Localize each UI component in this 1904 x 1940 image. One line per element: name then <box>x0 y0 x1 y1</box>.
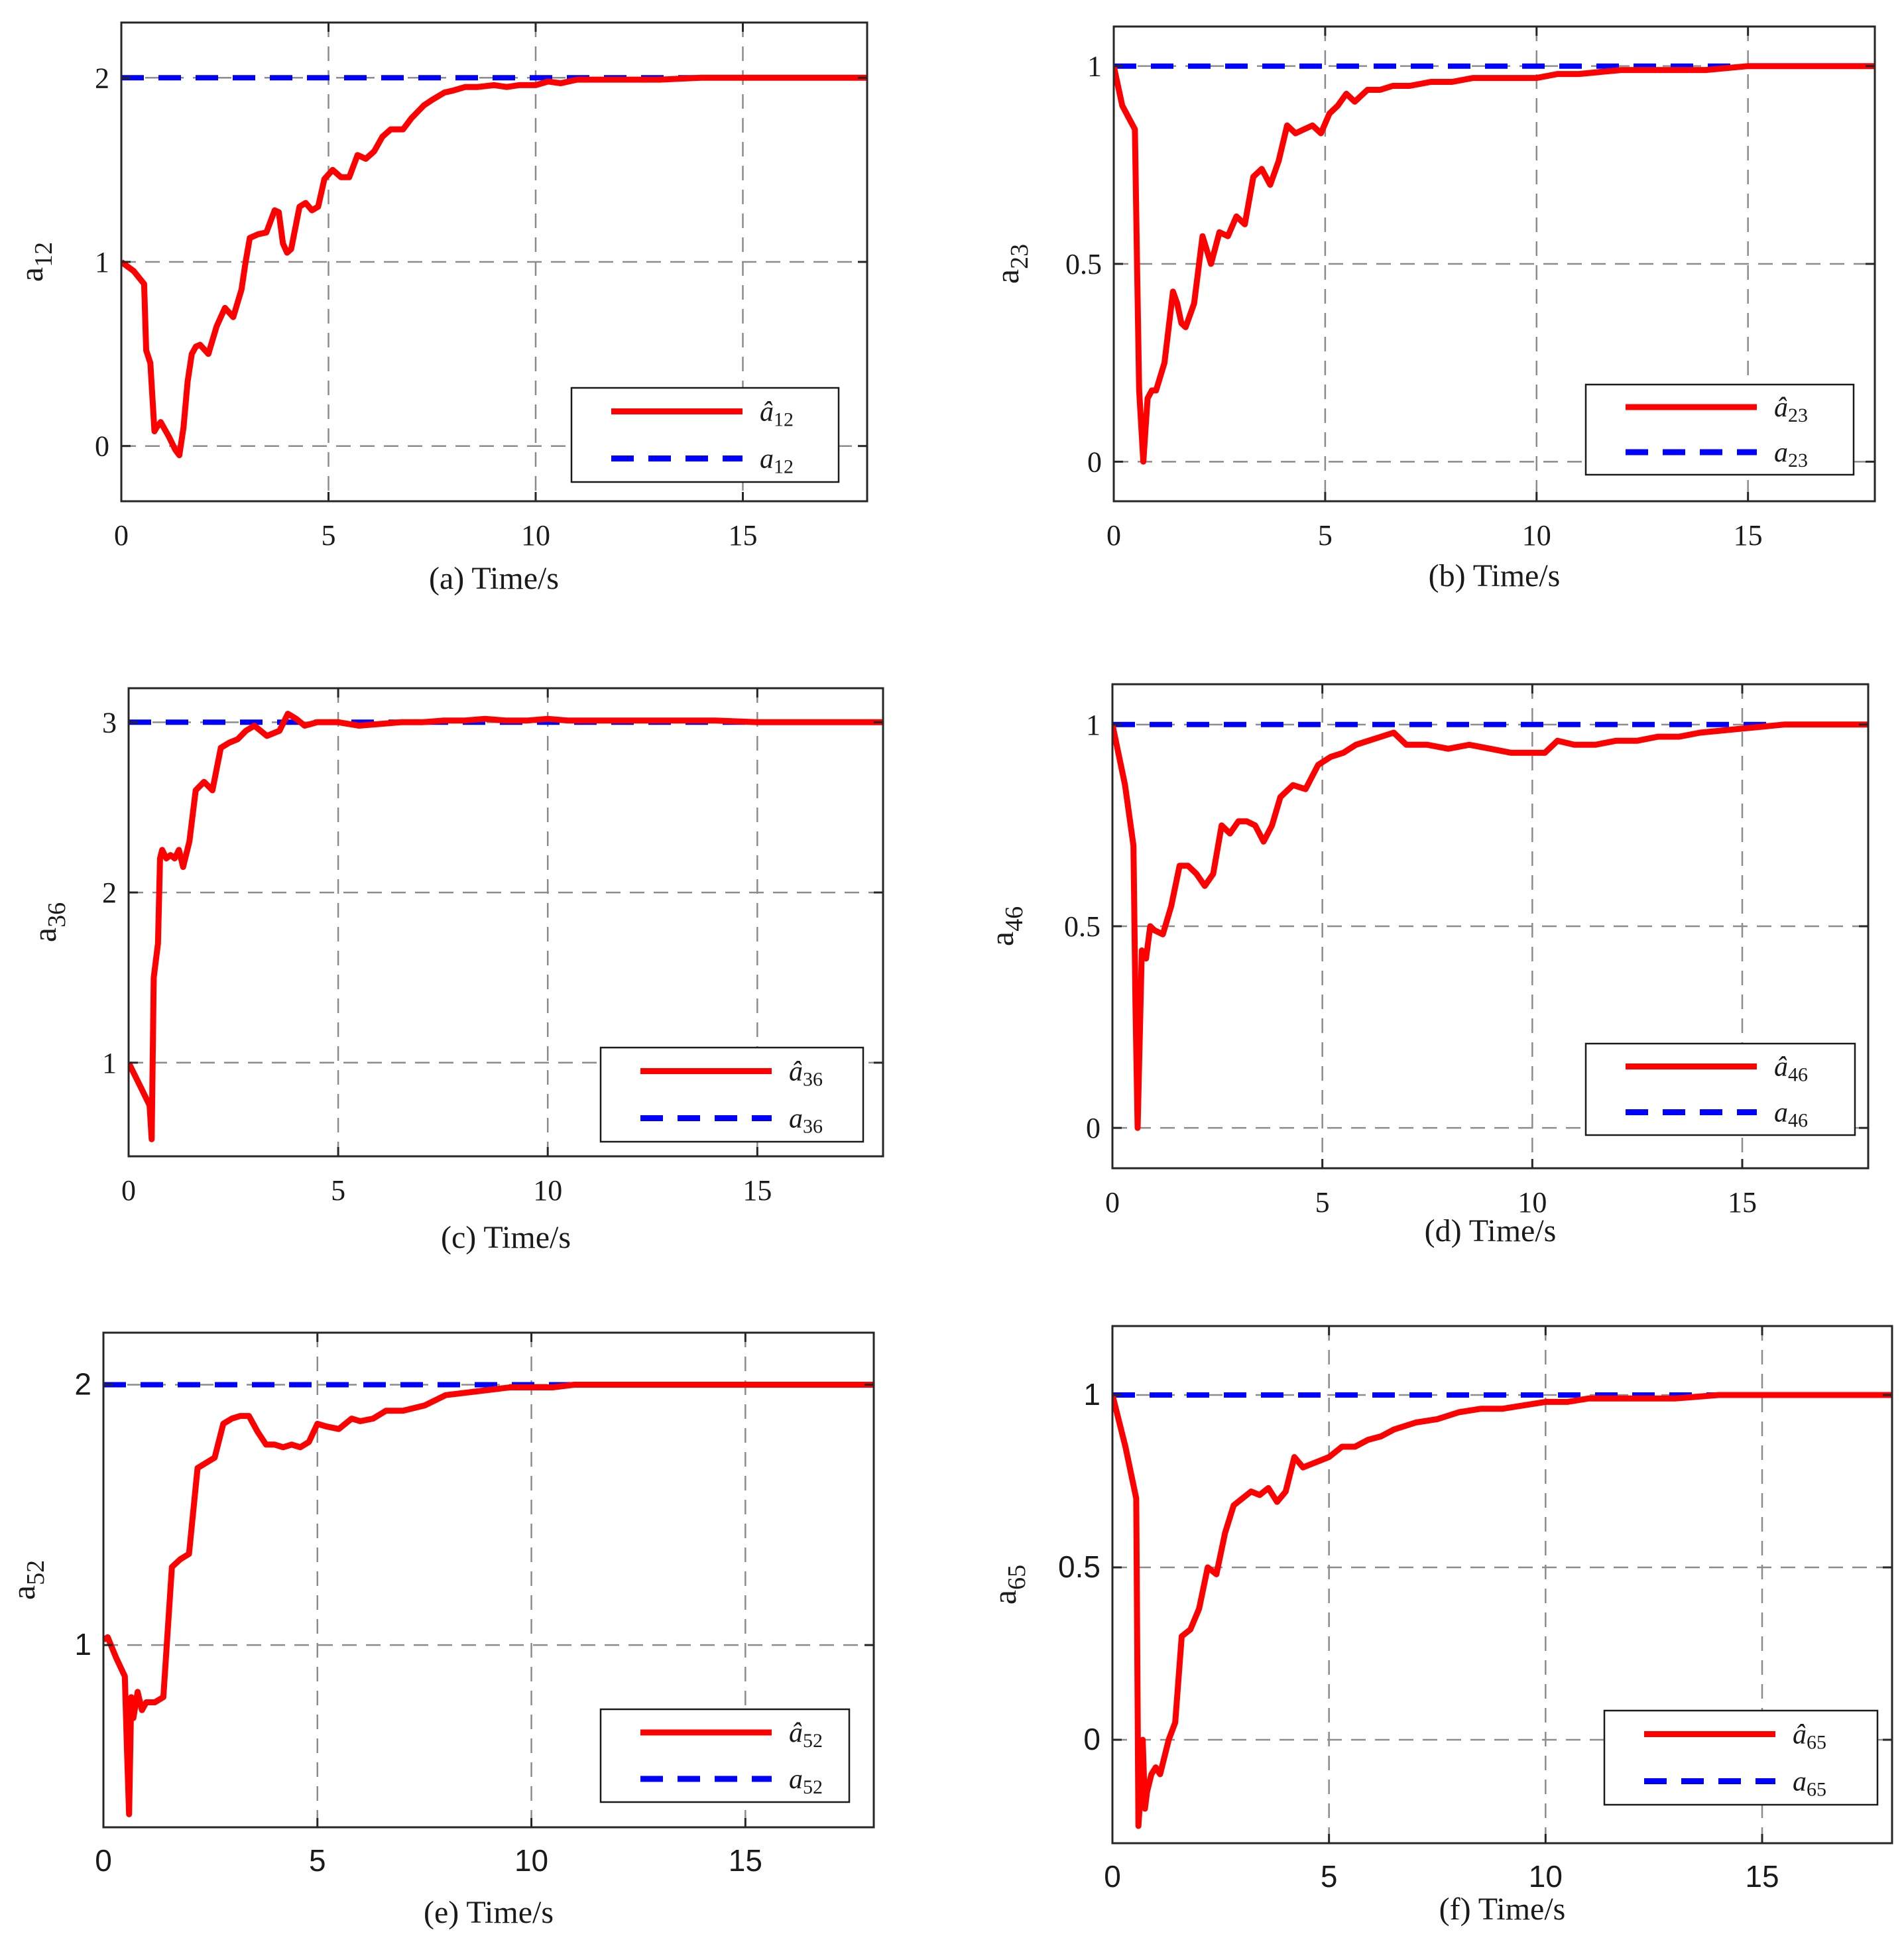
y-tick-label: 3 <box>102 706 117 739</box>
legend-label: â52 <box>789 1718 823 1752</box>
x-tick-label: 0 <box>1105 1186 1120 1219</box>
legend-box <box>1584 383 1855 476</box>
x-tick-label: 0 <box>121 1174 136 1207</box>
panel-caption: (e) Time/s <box>424 1895 554 1930</box>
y-tick-label: 1 <box>1086 709 1101 741</box>
legend-label: â65 <box>1793 1720 1826 1754</box>
series-group <box>121 74 867 459</box>
estimate-line <box>1114 63 1875 465</box>
legend-label: â12 <box>760 397 794 431</box>
legend-box <box>1603 1709 1879 1806</box>
estimate-line <box>1112 1392 1892 1829</box>
x-tick-label: 10 <box>514 1843 548 1878</box>
x-tick-label: 10 <box>1517 1186 1547 1219</box>
axes-frame <box>127 687 884 1158</box>
panel-caption: (f) Time/s <box>1439 1892 1566 1927</box>
x-tick-label: 5 <box>1321 1859 1338 1894</box>
y-tick-label: 0.5 <box>1064 910 1101 943</box>
legend-box <box>570 387 840 483</box>
legend-label: a52 <box>789 1764 823 1798</box>
x-tick-label: 5 <box>309 1843 326 1878</box>
y-tick-label: 2 <box>102 877 117 909</box>
y-axis-label: a12 <box>13 242 58 282</box>
estimate-line <box>1112 721 1868 1131</box>
y-tick-label: 0 <box>1086 1112 1101 1144</box>
y-tick-label: 2 <box>95 62 109 94</box>
x-tick-label: 15 <box>1745 1859 1779 1894</box>
y-tick-label: 1 <box>102 1047 117 1079</box>
x-tick-label: 15 <box>743 1174 772 1207</box>
panel-caption: (a) Time/s <box>429 561 559 596</box>
legend-label: â46 <box>1774 1052 1808 1086</box>
legend-label: a65 <box>1793 1767 1826 1801</box>
series-group <box>1114 63 1875 465</box>
x-tick-label: 10 <box>1529 1859 1563 1894</box>
y-axis-label: a65 <box>986 1565 1031 1605</box>
y-tick-label: 1 <box>74 1627 91 1662</box>
x-tick-label: 10 <box>521 519 550 552</box>
y-tick-label: 0 <box>1087 446 1102 478</box>
x-tick-label: 15 <box>1728 1186 1757 1219</box>
series-group <box>1112 721 1868 1131</box>
legend-box <box>1584 1042 1856 1136</box>
legend-label: a12 <box>760 444 794 478</box>
panel-caption: (b) Time/s <box>1429 558 1561 593</box>
series-group <box>1112 1392 1892 1829</box>
estimate-line <box>129 711 883 1142</box>
y-tick-label: 1 <box>95 246 109 278</box>
y-tick-label: 0.5 <box>1058 1549 1101 1584</box>
legend-box <box>599 1046 864 1143</box>
series-group <box>103 1382 874 1817</box>
y-axis-label: a46 <box>983 906 1028 946</box>
legend-label: a23 <box>1774 438 1808 471</box>
axes-frame <box>1111 1325 1893 1845</box>
legend-label: a46 <box>1774 1098 1808 1132</box>
x-tick-label: 5 <box>1315 1186 1330 1219</box>
y-tick-label: 1 <box>1087 50 1102 83</box>
y-tick-label: 0.5 <box>1065 248 1102 280</box>
x-tick-label: 5 <box>1318 519 1333 552</box>
legend-label: â23 <box>1774 393 1808 426</box>
x-tick-label: 0 <box>1104 1859 1121 1894</box>
x-tick-label: 5 <box>331 1174 345 1207</box>
x-tick-label: 15 <box>1734 519 1763 552</box>
y-tick-label: 0 <box>1083 1722 1101 1756</box>
y-tick-label: 2 <box>74 1367 91 1402</box>
series-group <box>129 711 883 1142</box>
y-axis-label: a52 <box>5 1560 50 1600</box>
y-axis-label: a36 <box>26 902 71 942</box>
panel-caption: (d) Time/s <box>1425 1213 1557 1248</box>
x-tick-label: 15 <box>729 519 758 552</box>
y-tick-label: 1 <box>1083 1377 1101 1412</box>
x-tick-label: 0 <box>1106 519 1121 552</box>
y-tick-label: 0 <box>95 430 109 463</box>
x-tick-label: 10 <box>1522 519 1551 552</box>
x-tick-label: 15 <box>729 1843 762 1878</box>
axes-frame <box>102 1331 875 1829</box>
y-axis-label: a23 <box>988 244 1034 284</box>
legend-label: â36 <box>789 1057 823 1091</box>
x-tick-label: 5 <box>322 519 336 552</box>
legend-label: a36 <box>789 1104 823 1138</box>
legend-box <box>599 1708 851 1803</box>
x-tick-label: 10 <box>533 1174 562 1207</box>
estimate-line <box>121 74 867 459</box>
x-tick-label: 0 <box>114 519 129 552</box>
x-tick-label: 0 <box>95 1843 112 1878</box>
panel-caption: (c) Time/s <box>441 1220 571 1255</box>
estimate-line <box>103 1382 874 1817</box>
